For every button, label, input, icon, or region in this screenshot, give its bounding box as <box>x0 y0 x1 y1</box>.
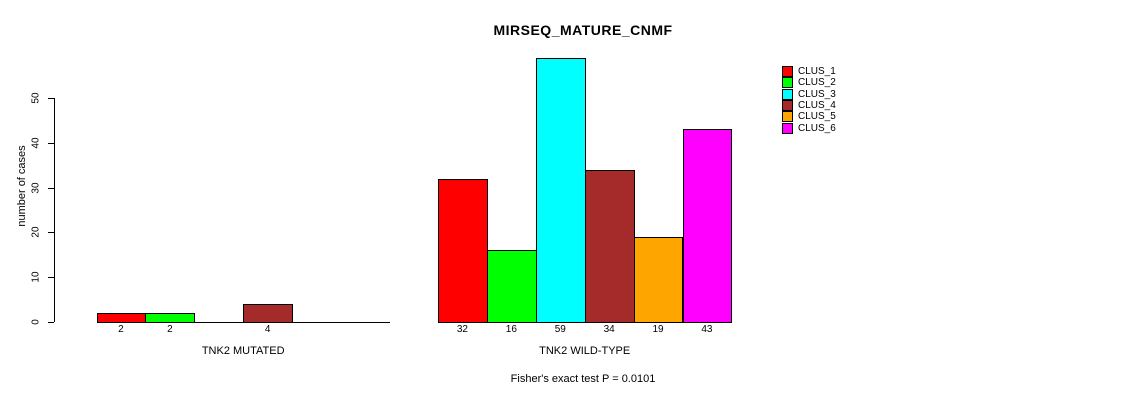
bar-value-label: 59 <box>554 324 566 335</box>
legend-label: CLUS_2 <box>798 77 836 89</box>
chart-title: MIRSEQ_MATURE_CNMF <box>493 22 673 38</box>
bar-clus_2-tnk2-mutated <box>145 313 196 323</box>
bar-clus_1-tnk2-mutated <box>96 313 147 323</box>
legend-label: CLUS_3 <box>798 88 836 100</box>
x-axis-group-label-tnk2-wild-type: TNK2 WILD-TYPE <box>539 345 631 357</box>
y-tick-label: 40 <box>30 137 42 149</box>
bar-clus_4-tnk2-mutated <box>243 304 294 323</box>
y-axis-label: number of cases <box>16 145 28 227</box>
legend-label: CLUS_4 <box>798 100 836 112</box>
legend-label: CLUS_5 <box>798 111 836 123</box>
legend-swatch-icon <box>782 100 793 112</box>
y-axis-tick <box>48 142 54 144</box>
bar-value-label: 16 <box>505 324 517 335</box>
legend: CLUS_1 CLUS_2 CLUS_3 CLUS_4 CLUS_5 CLUS_6 <box>782 66 836 134</box>
y-tick-label: 20 <box>30 226 42 238</box>
y-tick-label: 30 <box>30 182 42 194</box>
legend-item-clus_2: CLUS_2 <box>782 77 836 89</box>
legend-item-clus_6: CLUS_6 <box>782 122 836 134</box>
legend-swatch-icon <box>782 88 793 100</box>
y-tick-label: 10 <box>30 271 42 283</box>
y-axis-tick <box>48 232 54 234</box>
y-tick-label: 0 <box>30 319 42 325</box>
legend-item-clus_3: CLUS_3 <box>782 88 836 100</box>
legend-item-clus_5: CLUS_5 <box>782 111 836 123</box>
bar-value-label: 43 <box>701 324 713 335</box>
bar-value-label: 4 <box>264 324 271 335</box>
bar-clus_2-tnk2-wild-type <box>486 250 537 323</box>
y-axis-tick <box>48 322 54 323</box>
y-axis-line <box>54 98 55 322</box>
y-tick-label: 50 <box>30 92 42 104</box>
legend-swatch-icon <box>782 111 793 123</box>
bar-clus_1-tnk2-wild-type <box>438 179 488 323</box>
bar-value-label: 19 <box>652 324 664 335</box>
bar-value-label: 2 <box>118 324 124 335</box>
legend-swatch-icon <box>782 122 793 134</box>
legend-label: CLUS_6 <box>798 122 836 134</box>
legend-swatch-icon <box>782 66 793 78</box>
bar-value-label: 2 <box>167 324 173 335</box>
y-axis-tick <box>48 277 54 279</box>
bar-clus_6-tnk2-wild-type <box>682 129 733 323</box>
y-axis-tick <box>48 187 54 189</box>
legend-item-clus_4: CLUS_4 <box>782 100 836 112</box>
fisher-test-annotation: Fisher's exact test P = 0.0101 <box>510 373 656 385</box>
bar-value-label: 34 <box>603 324 615 335</box>
legend-item-clus_1: CLUS_1 <box>782 66 836 78</box>
x-axis-group-label-tnk2-mutated: TNK2 MUTATED <box>201 345 285 357</box>
legend-swatch-icon <box>782 77 793 89</box>
legend-label: CLUS_1 <box>798 66 836 78</box>
bar-clus_4-tnk2-wild-type <box>584 170 635 323</box>
bar-clus_5-tnk2-wild-type <box>633 237 684 323</box>
bar-clus_3-tnk2-wild-type <box>535 58 586 323</box>
bar-value-label: 32 <box>456 324 468 335</box>
y-axis-tick <box>48 98 54 99</box>
